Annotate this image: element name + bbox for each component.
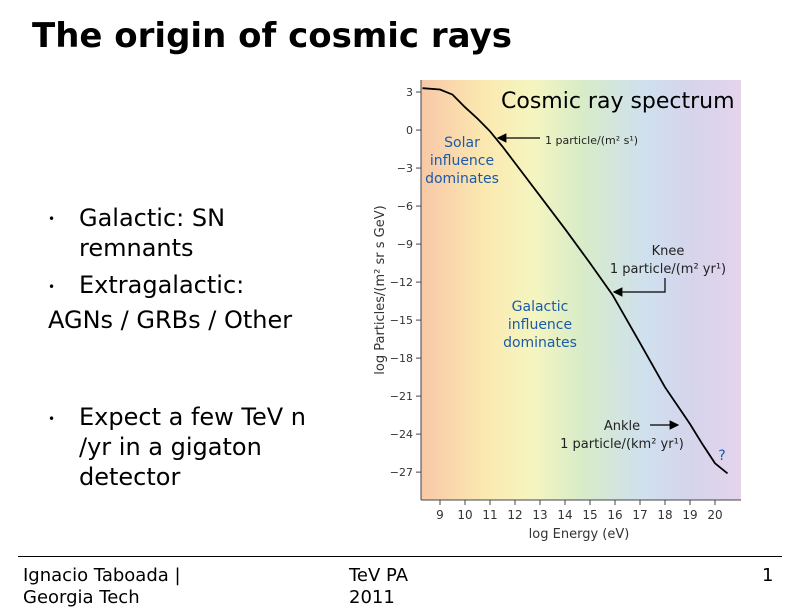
footer-rule <box>18 556 782 557</box>
bullet: Expect a few TeV n /yr in a gigaton dete… <box>79 403 307 491</box>
x-tick-label: 18 <box>657 508 672 522</box>
annotation: influence <box>430 153 494 169</box>
annotation: dominates <box>425 171 499 187</box>
x-tick-label: 9 <box>436 508 444 522</box>
y-tick-label: −3 <box>397 162 413 175</box>
y-tick-label: 0 <box>406 124 413 137</box>
x-tick-label: 17 <box>632 508 647 522</box>
y-tick-label: −6 <box>397 200 413 213</box>
page-number: 1 <box>762 565 774 586</box>
x-tick-label: 19 <box>682 508 697 522</box>
y-axis-title: log Particles/(m² sr s GeV) <box>373 205 388 374</box>
y-tick-label: −27 <box>390 466 413 479</box>
bullet-dot: • <box>48 412 56 426</box>
slide-title: The origin of cosmic rays <box>32 16 512 56</box>
bullet: Galactic: SN remnants <box>79 204 226 262</box>
annotation: dominates <box>503 335 577 351</box>
annotation: Solar <box>444 135 480 151</box>
x-axis-title: log Energy (eV) <box>529 527 630 542</box>
annotation: 1 particle/(m² s¹) <box>545 134 638 147</box>
x-tick-label: 13 <box>532 508 547 522</box>
annotation: influence <box>508 317 572 333</box>
x-tick-label: 16 <box>607 508 622 522</box>
body-line: AGNs / GRBs / Other <box>48 306 293 334</box>
x-tick-label: 20 <box>707 508 722 522</box>
annotation: ? <box>718 448 725 464</box>
x-tick-label: 14 <box>557 508 572 522</box>
annotation: Ankle <box>604 419 640 434</box>
y-tick-label: −18 <box>390 352 413 365</box>
y-tick-label: 3 <box>406 86 413 99</box>
plot-bg <box>421 80 741 500</box>
bullet: Extragalactic: <box>79 271 245 299</box>
figure-caption: Cosmic ray spectrum <box>501 89 735 114</box>
bullet-dot: • <box>48 280 56 294</box>
bullet-dot: • <box>48 212 56 226</box>
annotation: 1 particle/(km² yr¹) <box>560 437 684 452</box>
y-tick-label: −12 <box>390 276 413 289</box>
x-tick-label: 15 <box>582 508 597 522</box>
annotation: 1 particle/(m² yr¹) <box>610 262 726 277</box>
annotation: Galactic <box>512 299 569 315</box>
x-tick-label: 11 <box>482 508 497 522</box>
annotation: Knee <box>652 244 685 259</box>
x-tick-label: 12 <box>507 508 522 522</box>
y-tick-label: −15 <box>390 314 413 327</box>
y-tick-label: −21 <box>390 390 413 403</box>
spectrum-curve <box>422 87 729 475</box>
x-tick-label: 10 <box>457 508 472 522</box>
arrow <box>612 278 666 297</box>
y-tick-label: −24 <box>390 428 413 441</box>
y-tick-label: −9 <box>397 238 413 251</box>
